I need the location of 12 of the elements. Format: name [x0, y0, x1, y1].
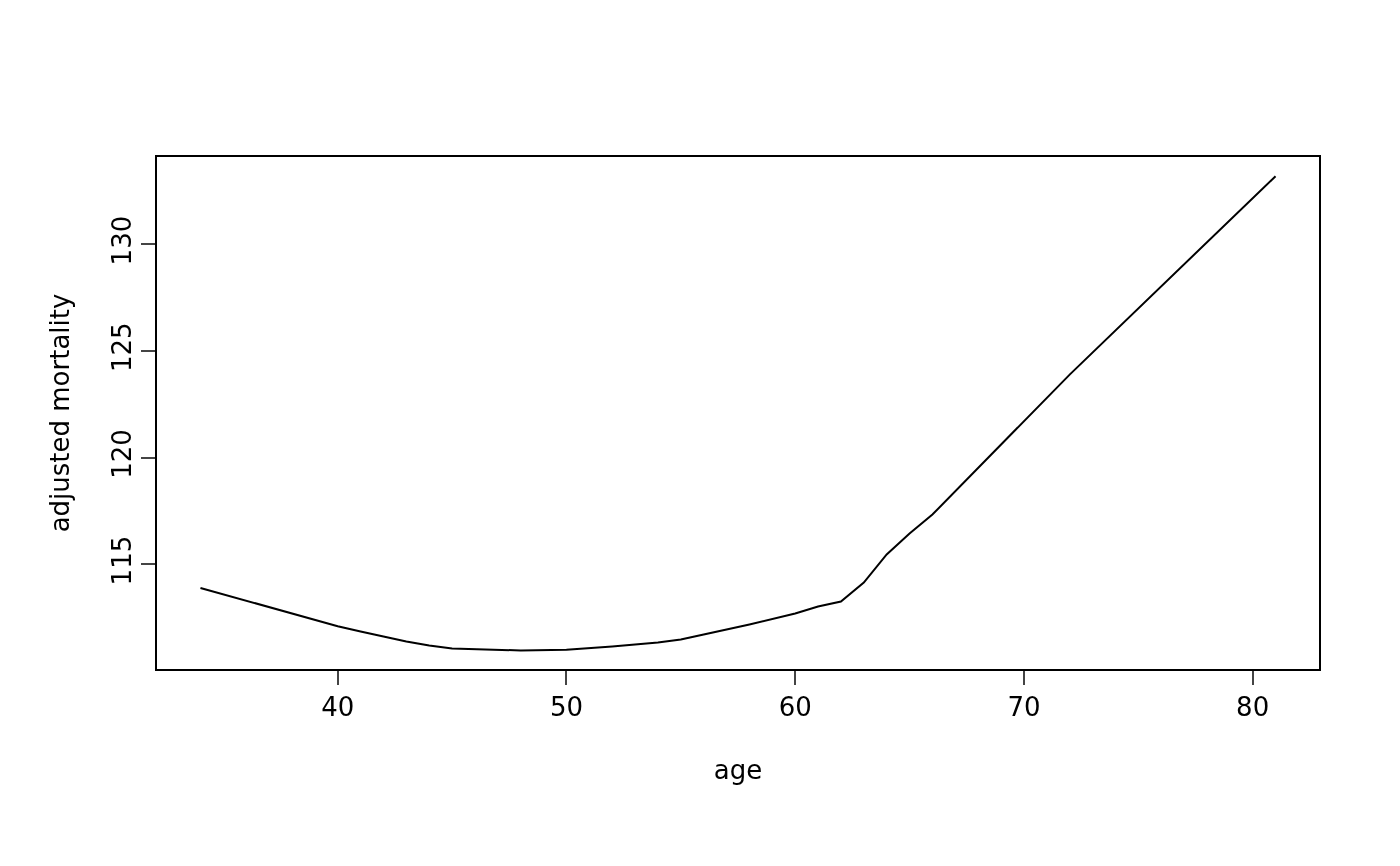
x-tick-label: 40 — [321, 691, 355, 722]
x-tick-label: 80 — [1236, 691, 1270, 722]
x-tick-label: 50 — [549, 691, 583, 722]
y-tick-label: 125 — [106, 322, 137, 373]
y-tick-label: 115 — [106, 535, 137, 586]
x-axis-title: age — [713, 755, 763, 786]
x-tick-label: 70 — [1007, 691, 1041, 722]
y-tick-label: 130 — [106, 215, 137, 266]
x-tick-label: 60 — [778, 691, 812, 722]
y-axis-title: adjusted mortality — [44, 293, 75, 533]
y-tick-label: 120 — [106, 429, 137, 479]
line-series — [199, 175, 1277, 652]
